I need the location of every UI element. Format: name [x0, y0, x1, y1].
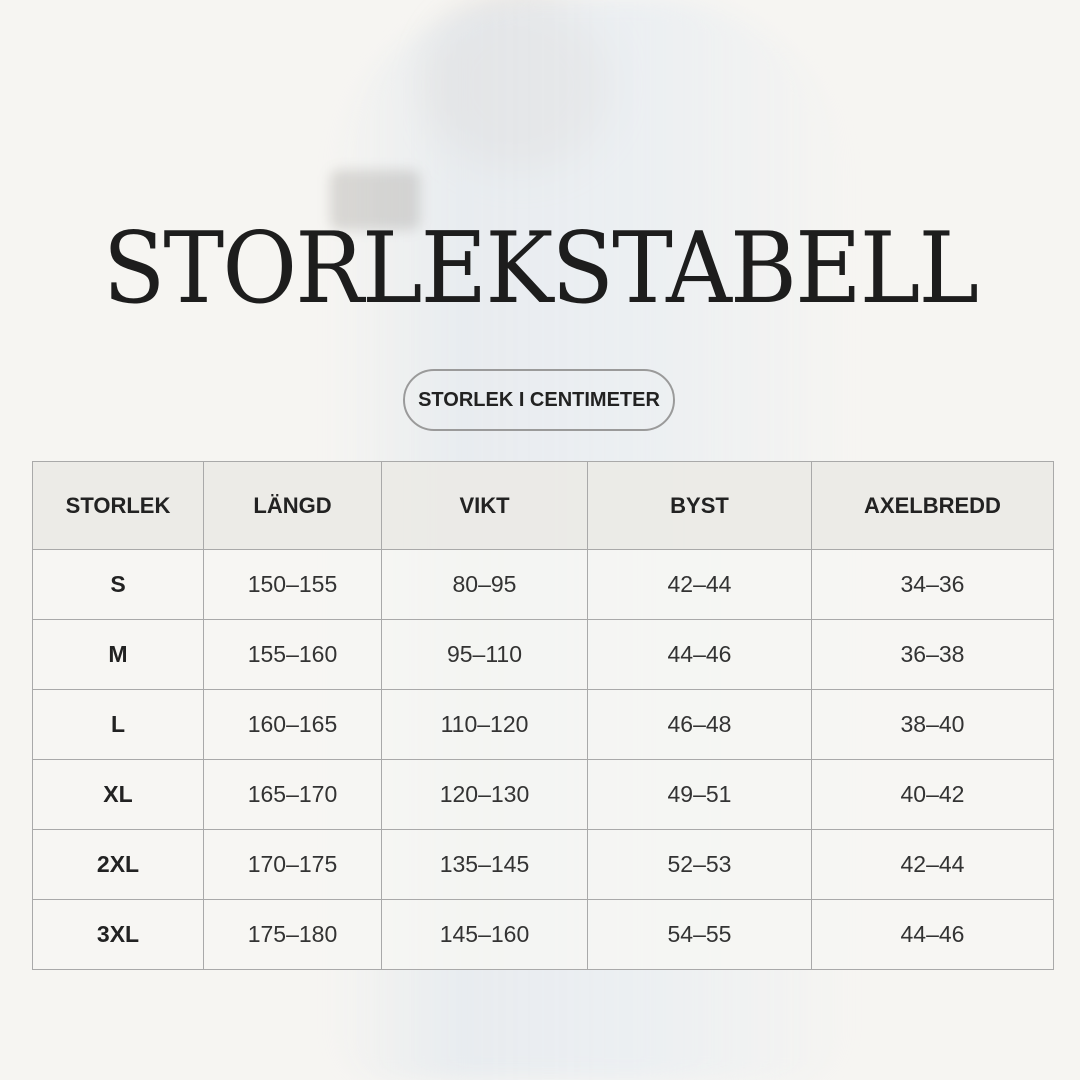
- column-header: AXELBREDD: [811, 461, 1054, 550]
- background-photo-hair: [430, 0, 610, 170]
- value-cell: 110–120: [381, 689, 588, 760]
- size-cell: L: [32, 689, 204, 760]
- size-cell: S: [32, 549, 204, 620]
- size-cell: M: [32, 619, 204, 690]
- table-row: 2XL 170–175 135–145 52–53 42–44: [32, 829, 1054, 900]
- value-cell: 38–40: [811, 689, 1054, 760]
- value-cell: 54–55: [587, 899, 812, 970]
- value-cell: 170–175: [203, 829, 382, 900]
- value-cell: 145–160: [381, 899, 588, 970]
- value-cell: 49–51: [587, 759, 812, 830]
- value-cell: 80–95: [381, 549, 588, 620]
- value-cell: 120–130: [381, 759, 588, 830]
- value-cell: 175–180: [203, 899, 382, 970]
- value-cell: 42–44: [587, 549, 812, 620]
- value-cell: 135–145: [381, 829, 588, 900]
- value-cell: 165–170: [203, 759, 382, 830]
- value-cell: 95–110: [381, 619, 588, 690]
- size-table: STORLEK LÄNGD VIKT BYST AXELBREDD S 150–155 80…: [32, 461, 1054, 970]
- column-header: STORLEK: [32, 461, 204, 550]
- column-header: LÄNGD: [203, 461, 382, 550]
- value-cell: 46–48: [587, 689, 812, 760]
- table-row: 3XL 175–180 145–160 54–55 44–46: [32, 899, 1054, 970]
- value-cell: 34–36: [811, 549, 1054, 620]
- column-header: BYST: [587, 461, 812, 550]
- table-row: S 150–155 80–95 42–44 34–36: [32, 549, 1054, 620]
- column-header: VIKT: [381, 461, 588, 550]
- unit-badge: STORLEK I CENTIMETER: [403, 369, 675, 431]
- value-cell: 160–165: [203, 689, 382, 760]
- value-cell: 52–53: [587, 829, 812, 900]
- value-cell: 155–160: [203, 619, 382, 690]
- value-cell: 150–155: [203, 549, 382, 620]
- value-cell: 36–38: [811, 619, 1054, 690]
- table-header-row: STORLEK LÄNGD VIKT BYST AXELBREDD: [32, 461, 1054, 550]
- page-title: STORLEKSTABELL: [102, 212, 979, 326]
- table-row: M 155–160 95–110 44–46 36–38: [32, 619, 1054, 690]
- value-cell: 44–46: [587, 619, 812, 690]
- value-cell: 42–44: [811, 829, 1054, 900]
- value-cell: 40–42: [811, 759, 1054, 830]
- table-row: XL 165–170 120–130 49–51 40–42: [32, 759, 1054, 830]
- size-cell: 2XL: [32, 829, 204, 900]
- table-row: L 160–165 110–120 46–48 38–40: [32, 689, 1054, 760]
- size-cell: XL: [32, 759, 204, 830]
- value-cell: 44–46: [811, 899, 1054, 970]
- size-cell: 3XL: [32, 899, 204, 970]
